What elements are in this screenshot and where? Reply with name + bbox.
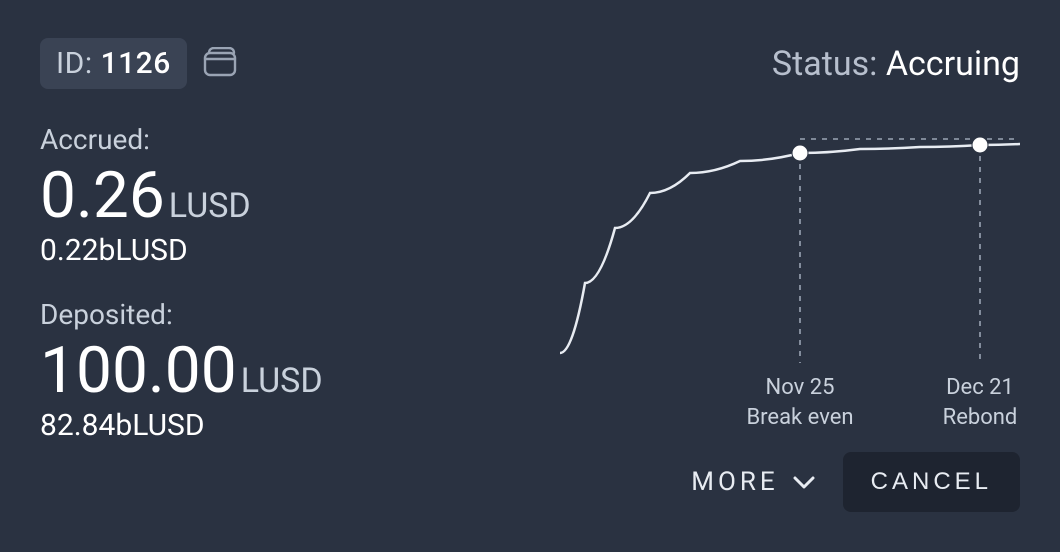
chart-marker-name: Break even: [746, 403, 853, 433]
chart-marker-label: Dec 21Rebond: [943, 373, 1018, 432]
id-label: ID:: [56, 46, 93, 81]
top-row: ID: 1126 Status: Accruing: [40, 38, 1020, 89]
accrued-secondary: 0.22bLUSD: [40, 233, 520, 268]
status-label: Status:: [772, 44, 877, 84]
status-value: Accruing: [886, 44, 1020, 84]
left-column: Accrued: 0.26LUSD 0.22bLUSD Deposited: 1…: [40, 123, 520, 473]
id-badge: ID: 1126: [40, 38, 187, 89]
chart-svg: [560, 123, 1020, 373]
deposited-metric: Deposited: 100.00LUSD 82.84bLUSD: [40, 298, 520, 443]
accrued-label: Accrued:: [40, 123, 520, 156]
cancel-button[interactable]: CANCEL: [843, 452, 1020, 512]
more-label: MORE: [691, 467, 778, 497]
accrued-unit: LUSD: [169, 186, 251, 226]
accrued-primary: 0.26LUSD: [40, 162, 520, 229]
chevron-down-icon: [793, 467, 815, 497]
wallet-icon: [203, 47, 237, 81]
chart-marker-label: Nov 25Break even: [746, 373, 853, 432]
accrued-metric: Accrued: 0.26LUSD 0.22bLUSD: [40, 123, 520, 268]
status: Status: Accruing: [772, 44, 1020, 84]
accrual-chart: Nov 25Break evenDec 21Rebond: [560, 123, 1020, 373]
deposited-secondary: 82.84bLUSD: [40, 408, 520, 443]
cancel-label: CANCEL: [871, 468, 992, 495]
body: Accrued: 0.26LUSD 0.22bLUSD Deposited: 1…: [40, 123, 1020, 473]
deposited-value: 100.00: [40, 333, 237, 408]
chart-marker-date: Dec 21: [943, 373, 1018, 403]
chart-marker-date: Nov 25: [746, 373, 853, 403]
deposited-primary: 100.00LUSD: [40, 337, 520, 404]
more-button[interactable]: MORE: [691, 467, 814, 497]
actions-row: MORE CANCEL: [691, 452, 1020, 512]
right-column: Nov 25Break even Dec 21Rebond: [560, 123, 1020, 473]
bond-card: ID: 1126 Status: Accruing Accrued: 0.26L…: [0, 0, 1060, 552]
id-group: ID: 1126: [40, 38, 237, 89]
deposited-unit: LUSD: [241, 361, 323, 401]
chart-marker-name: Rebond: [943, 403, 1018, 433]
id-value: 1126: [101, 46, 171, 81]
deposited-label: Deposited:: [40, 298, 520, 331]
accrued-value: 0.26: [40, 158, 165, 233]
